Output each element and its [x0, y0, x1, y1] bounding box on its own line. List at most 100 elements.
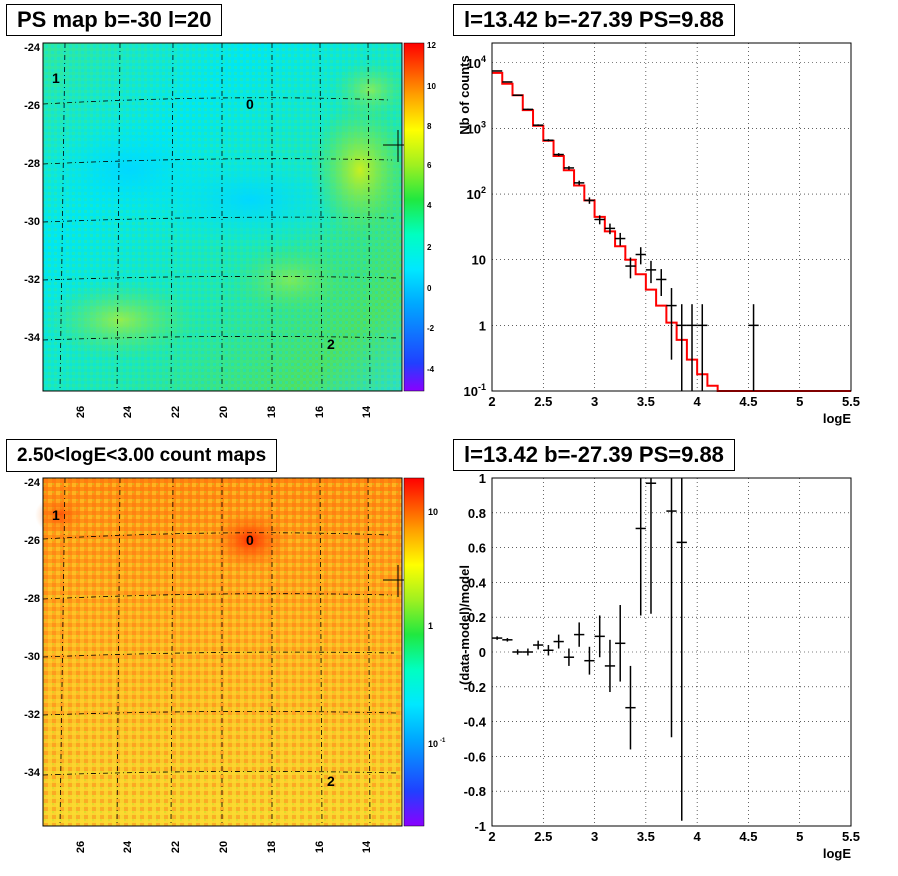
- residual-data-point: [512, 649, 523, 655]
- cnt-x-tick: 20: [218, 841, 230, 853]
- count-map-svg: -24 -26 -28 -30 -32 -34 26 24 22 20 18 1…: [24, 477, 446, 853]
- spectrum-x-tick: 2.5: [534, 394, 552, 409]
- ps-y-tick: -34: [24, 332, 41, 344]
- spectrum-data-point: [584, 197, 595, 204]
- ps-x-tick: 24: [122, 405, 134, 418]
- residual-x-label: logE: [823, 846, 851, 861]
- spectrum-data-point: [666, 288, 677, 360]
- spectrum-svg: 2 2.5 3 3.5 4 4.5 5 5.5 10-1 1 10 102 103 104 Nb of c…: [457, 42, 860, 426]
- ps-map-plot-area: [40, 42, 410, 392]
- spectrum-y-label: Nb of counts: [457, 55, 472, 134]
- spectrum-x-tick: 2: [488, 394, 495, 409]
- residual-x-tick: 3.5: [637, 829, 655, 844]
- residual-y-tick: 0.4: [468, 575, 487, 590]
- ps-x-tick: 16: [314, 406, 326, 418]
- spectrum-y-tick: 10-1: [464, 382, 486, 399]
- marker-label-2: 2: [327, 336, 335, 352]
- spectrum-data-point: [656, 269, 667, 296]
- residual-y-tick: -0.6: [464, 749, 486, 764]
- cnt-y-tick: -30: [24, 651, 40, 663]
- residual-y-tick: 0.6: [468, 541, 486, 556]
- marker-label-0: 0: [246, 96, 254, 112]
- residual-y-tick: -1: [474, 819, 486, 834]
- residual-x-tick: 3: [591, 829, 598, 844]
- count-map-markers: 1 0 2: [52, 507, 335, 789]
- cnt-cbar-tick-exponent: -1: [440, 738, 446, 744]
- residual-y-tick: -0.8: [464, 784, 486, 799]
- spectrum-x-label: logE: [823, 411, 851, 426]
- spectrum-data-point: [686, 304, 698, 391]
- ps-x-tick: 18: [266, 406, 278, 418]
- cnt-y-tick: -24: [24, 477, 41, 489]
- marker-label-0: 0: [246, 532, 254, 548]
- spectrum-x-tick: 3.5: [637, 394, 655, 409]
- ps-y-tick: -32: [24, 274, 40, 286]
- ps-map-y-ticks: -24 -26 -28 -30 -32 -34: [24, 42, 41, 344]
- ps-x-tick: 20: [218, 406, 230, 418]
- ps-map-panel: -24 -26 -28 -30 -32 -34 26 24 22 20 18 1…: [0, 0, 449, 435]
- ps-map-colorbar: 12 10 8 6 4 2 0 -2 -4: [403, 41, 436, 392]
- residual-data-point: [492, 636, 503, 640]
- cnt-x-tick: 18: [266, 841, 278, 853]
- ps-cbar-tick: 2: [427, 243, 432, 252]
- ps-y-tick: -26: [24, 100, 40, 112]
- cnt-x-tick: 24: [122, 840, 134, 853]
- residual-x-tick: 2.5: [534, 829, 552, 844]
- ps-cbar-tick: -2: [427, 324, 435, 333]
- residual-data-point: [604, 639, 616, 693]
- cnt-y-tick: -32: [24, 709, 40, 721]
- residual-x-tick: 4: [694, 829, 702, 844]
- residual-data-point: [594, 615, 605, 658]
- spectrum-data-point: [502, 81, 513, 83]
- spectrum-data-point: [635, 247, 646, 265]
- ps-cbar-tick: 6: [427, 161, 432, 170]
- spectrum-x-tick: 4: [694, 394, 702, 409]
- count-map-x-ticks: 26 24 22 20 18 16 14: [75, 840, 373, 853]
- spectrum-data-point: [522, 108, 534, 111]
- ps-cbar-tick: 10: [427, 82, 436, 91]
- spectrum-data-point: [492, 70, 503, 72]
- residual-y-tick: 1: [479, 471, 486, 486]
- residual-data-point: [645, 478, 657, 614]
- residual-data-point: [522, 648, 534, 656]
- residual-data-point: [502, 638, 513, 642]
- spectrum-data-point: [533, 124, 544, 127]
- spectrum-x-tick: 5.5: [842, 394, 860, 409]
- cnt-y-tick: -34: [24, 767, 41, 779]
- cnt-x-tick: 22: [170, 841, 182, 853]
- residual-title: l=13.42 b=-27.39 PS=9.88: [453, 439, 735, 471]
- cnt-y-tick: -26: [24, 535, 40, 547]
- spectrum-x-tick: 3: [591, 394, 598, 409]
- spectrum-data-point: [645, 260, 657, 284]
- spectrum-y-tick: 10: [472, 253, 486, 268]
- spectrum-x-tick: 4.5: [739, 394, 757, 409]
- ps-x-tick: 22: [170, 406, 182, 418]
- spectrum-y-tick: 103: [467, 119, 486, 136]
- count-map-colorbar: 10 1 10 -1: [403, 477, 446, 827]
- spectrum-data-point: [625, 257, 636, 279]
- ps-cbar-tick: 4: [427, 201, 432, 210]
- residual-data-point: [533, 640, 544, 650]
- spectrum-data-point: [615, 232, 626, 246]
- ps-y-tick: -24: [24, 42, 41, 54]
- residual-y-tick: 0.8: [468, 506, 486, 521]
- spectrum-title: l=13.42 b=-27.39 PS=9.88: [453, 4, 735, 36]
- residual-x-tick: 2: [488, 829, 495, 844]
- spectrum-y-tick: 102: [467, 185, 486, 202]
- spectrum-y-tick: 1: [479, 318, 486, 333]
- spectrum-data-point: [553, 153, 564, 156]
- marker-label-2: 2: [327, 773, 335, 789]
- residual-svg: 2 2.5 3 3.5 4 4.5 5 5.5 -1 -0.8 -0.6 -0.4 -0.2 0 0.2 0.…: [457, 471, 860, 861]
- marker-label-1: 1: [52, 507, 60, 523]
- residual-x-tick: 4.5: [739, 829, 757, 844]
- spectrum-data-point: [748, 304, 759, 391]
- spectrum-panel: 2 2.5 3 3.5 4 4.5 5 5.5 10-1 1 10 102 103 104 Nb of c…: [449, 0, 898, 435]
- count-map-y-ticks: -24 -26 -28 -30 -32 -34: [24, 477, 41, 779]
- residual-x-tick: 5.5: [842, 829, 860, 844]
- residual-data-point: [615, 605, 626, 682]
- cnt-cbar-tick: 10: [428, 507, 438, 517]
- cnt-y-tick: -28: [24, 593, 40, 605]
- residual-y-tick: -0.2: [464, 680, 486, 695]
- residual-data-point: [635, 478, 646, 616]
- residual-panel: 2 2.5 3 3.5 4 4.5 5 5.5 -1 -0.8 -0.6 -0.4 -0.2 0 0.2 0.…: [449, 435, 898, 871]
